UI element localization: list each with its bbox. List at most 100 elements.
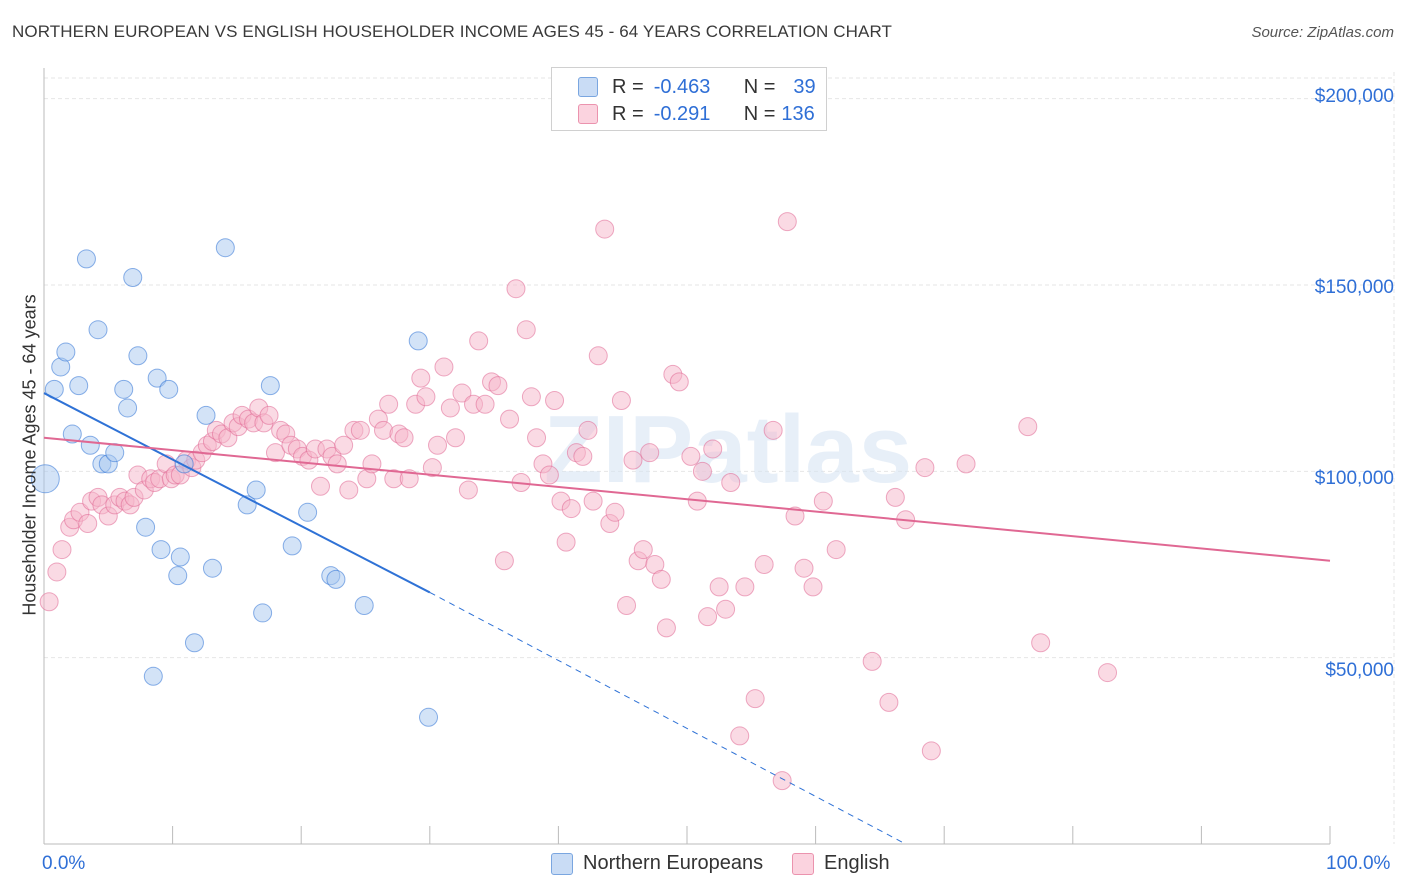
data-point — [105, 443, 125, 463]
data-point — [408, 331, 428, 351]
data-point — [136, 517, 156, 537]
x-tick-label-max: 100.0% — [1326, 853, 1391, 874]
data-point — [651, 569, 671, 589]
data-point — [772, 771, 792, 791]
data-point — [527, 428, 547, 448]
data-point — [394, 428, 414, 448]
data-point — [640, 443, 660, 463]
data-point — [215, 238, 235, 258]
series-northern-europeans — [30, 238, 439, 727]
data-point — [698, 607, 718, 627]
legend-label: English — [824, 852, 890, 874]
data-point — [282, 536, 302, 556]
data-point — [202, 558, 222, 578]
legend-item-northern-europeans[interactable]: Northern Europeans — [551, 852, 763, 875]
data-point — [446, 428, 466, 448]
data-point — [170, 547, 190, 567]
data-point — [763, 420, 783, 440]
data-point — [80, 435, 100, 455]
data-point — [539, 465, 559, 485]
data-point — [475, 394, 495, 414]
data-point — [521, 387, 541, 407]
data-point — [184, 633, 204, 653]
data-point — [578, 420, 598, 440]
data-point — [656, 618, 676, 638]
data-point — [692, 461, 712, 481]
data-point — [168, 566, 188, 586]
legend-item-english[interactable]: English — [792, 852, 890, 875]
data-point — [879, 692, 899, 712]
data-point — [419, 707, 439, 727]
data-point — [151, 540, 171, 560]
data-point — [253, 603, 273, 623]
trend-lines — [43, 392, 1331, 845]
data-point — [196, 405, 216, 425]
data-point — [1031, 633, 1051, 653]
data-point — [885, 487, 905, 507]
data-point — [123, 268, 143, 288]
data-point — [411, 368, 431, 388]
data-point — [39, 592, 59, 612]
data-point — [669, 372, 689, 392]
data-point — [458, 480, 478, 500]
data-point — [777, 212, 797, 232]
n-value: 39 — [793, 75, 816, 98]
data-point — [516, 320, 536, 340]
r-label: R = — [612, 102, 644, 125]
data-point — [813, 491, 833, 511]
chart-title: NORTHERN EUROPEAN VS ENGLISH HOUSEHOLDER… — [12, 22, 893, 41]
y-tick-label: $150,000 — [1314, 277, 1394, 298]
data-point — [350, 420, 370, 440]
data-point — [310, 476, 330, 496]
axes — [43, 68, 1331, 845]
data-point — [399, 469, 419, 489]
legend-label: Northern Europeans — [583, 852, 764, 874]
data-point — [128, 346, 148, 366]
data-point — [114, 379, 134, 399]
data-point — [440, 398, 460, 418]
data-point — [709, 577, 729, 597]
data-point — [561, 499, 581, 519]
data-point — [583, 491, 603, 511]
data-point — [469, 331, 489, 351]
data-point — [617, 595, 637, 615]
data-point — [88, 320, 108, 340]
data-point — [327, 454, 347, 474]
data-point — [494, 551, 514, 571]
data-point — [354, 595, 374, 615]
data-point — [246, 480, 266, 500]
y-tick-label: $50,000 — [1325, 660, 1394, 681]
n-label: N = — [743, 75, 776, 98]
data-point — [915, 458, 935, 478]
y-tick-label: $100,000 — [1314, 468, 1394, 489]
data-point — [1098, 663, 1118, 683]
data-point — [62, 424, 82, 444]
data-point — [118, 398, 138, 418]
data-point — [159, 379, 179, 399]
legend-row-english: R = -0.291 N = 136 — [552, 101, 815, 127]
r-value: -0.291 — [653, 102, 711, 125]
data-point — [956, 454, 976, 474]
data-point — [259, 405, 279, 425]
data-point — [174, 454, 194, 474]
data-point — [556, 532, 576, 552]
data-point — [452, 383, 472, 403]
data-point — [595, 219, 615, 239]
data-point — [379, 394, 399, 414]
data-point — [681, 446, 701, 466]
x-tick-label-min: 0.0% — [42, 853, 86, 874]
data-point — [488, 376, 508, 396]
data-point — [735, 577, 755, 597]
data-point — [78, 513, 98, 533]
trend-line-northern-europeans-extension — [429, 591, 906, 845]
data-point — [500, 409, 520, 429]
n-label: N = — [743, 102, 776, 125]
data-point — [785, 506, 805, 526]
data-point — [921, 741, 941, 761]
correlation-legend: R = -0.463 N = 39 R = -0.291 N = 136 — [551, 67, 827, 131]
data-point — [745, 689, 765, 709]
legend-swatch-pink — [792, 852, 814, 875]
data-point — [434, 357, 454, 377]
data-point — [47, 562, 67, 582]
